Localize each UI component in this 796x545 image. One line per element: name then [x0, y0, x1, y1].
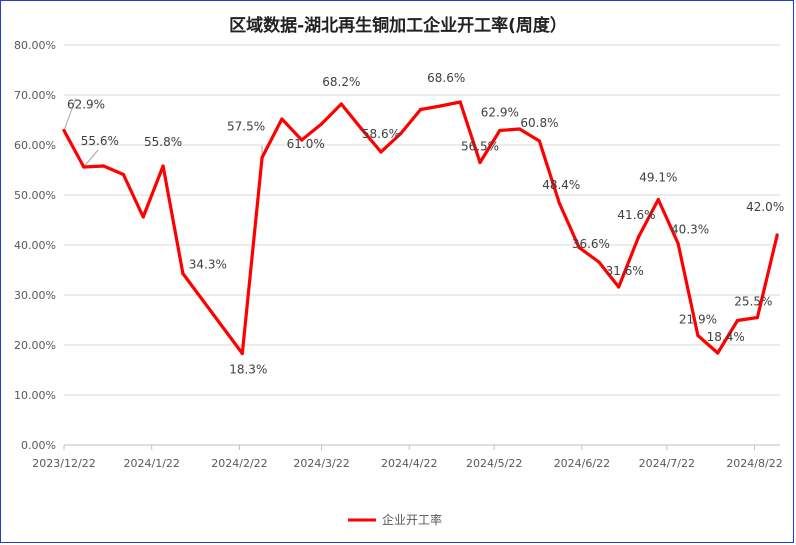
data-point: [280, 117, 284, 121]
y-tick-label: 0.00%: [21, 439, 56, 452]
data-label: 60.8%: [520, 116, 558, 130]
data-point: [300, 138, 304, 142]
y-tick-label: 50.00%: [14, 189, 56, 202]
data-point: [458, 100, 462, 104]
data-label: 36.6%: [572, 237, 610, 251]
data-label: 68.6%: [427, 71, 465, 85]
data-point: [557, 201, 561, 205]
data-label: 62.9%: [481, 106, 519, 120]
y-tick-label: 30.00%: [14, 289, 56, 302]
series-lines: [62, 100, 779, 356]
y-tick-label: 40.00%: [14, 239, 56, 252]
data-label: 18.4%: [707, 330, 745, 344]
data-label: 25.5%: [734, 295, 772, 309]
data-point: [518, 127, 522, 131]
data-label: 31.6%: [606, 264, 644, 278]
data-point: [418, 107, 423, 112]
data-point: [62, 128, 66, 133]
data-label: 57.5%: [227, 120, 265, 134]
data-labels: 62.9% 55.6% 55.8% 34.3% 18.3% 57.5% 61.0% 68.2%…: [67, 71, 784, 377]
data-label: 34.3%: [189, 258, 227, 272]
data-point: [438, 104, 442, 108]
label-leader-line: [63, 97, 77, 131]
data-point: [399, 131, 403, 136]
grid: [64, 44, 780, 396]
data-point: [359, 126, 363, 131]
data-point: [240, 351, 244, 356]
data-point: [102, 164, 106, 168]
data-label: 55.6%: [81, 134, 119, 148]
data-label: 62.9%: [67, 98, 105, 112]
data-point: [755, 315, 759, 320]
x-tick-label: 2024/4/22: [381, 457, 437, 470]
data-point: [537, 139, 542, 143]
data-label: 48.4%: [542, 178, 580, 192]
legend: 企业开工率: [348, 512, 442, 527]
data-label: 56.5%: [461, 140, 499, 154]
x-axis-ticks: 2023/12/22 2024/1/22 2024/2/22 2024/3/22 202…: [32, 445, 783, 470]
data-point: [339, 102, 343, 106]
data-point: [478, 160, 482, 165]
data-point: [319, 122, 324, 126]
data-label: 41.6%: [617, 208, 655, 222]
data-point: [121, 172, 126, 177]
data-label: 55.8%: [144, 135, 182, 149]
data-label: 18.3%: [229, 363, 267, 377]
data-point: [577, 245, 581, 250]
x-tick-label: 2024/3/22: [293, 457, 349, 470]
data-point: [181, 271, 185, 276]
data-point: [775, 233, 779, 237]
x-tick-label: 2024/7/22: [639, 457, 695, 470]
y-tick-label: 60.00%: [14, 139, 56, 152]
x-tick-label: 2024/6/22: [554, 457, 610, 470]
x-tick-label: 2024/1/22: [124, 457, 180, 470]
data-point: [141, 215, 145, 219]
data-point: [161, 164, 165, 168]
data-label: 42.0%: [746, 200, 784, 214]
x-tick-label: 2023/12/22: [32, 457, 95, 470]
y-tick-label: 80.00%: [14, 39, 56, 52]
data-label: 40.3%: [671, 223, 709, 237]
data-point: [676, 241, 680, 246]
data-point: [735, 318, 740, 323]
data-point: [656, 197, 660, 202]
data-point: [379, 150, 383, 154]
x-tick-label: 2024/8/22: [726, 457, 782, 470]
data-point: [498, 128, 502, 133]
y-tick-label: 70.00%: [14, 89, 56, 102]
legend-label: 企业开工率: [382, 512, 442, 527]
data-point: [617, 285, 621, 289]
chart-title: 区域数据-湖北再生铜加工企业开工率(周度）: [229, 15, 567, 36]
x-tick-label: 2024/2/22: [211, 457, 267, 470]
x-tick-label: 2024/5/22: [466, 457, 522, 470]
y-tick-label: 20.00%: [14, 339, 56, 352]
data-point: [260, 155, 264, 160]
data-point: [696, 333, 700, 338]
y-tick-label: 10.00%: [14, 389, 56, 402]
data-point: [82, 165, 86, 169]
data-label: 21.9%: [679, 313, 717, 327]
data-label: 58.6%: [362, 127, 400, 141]
data-point: [716, 351, 720, 355]
data-label: 49.1%: [639, 171, 677, 185]
data-point: [636, 235, 641, 239]
y-axis-ticks: 0.00% 10.00% 20.00% 30.00% 40.00% 50.00% 60.00…: [14, 39, 56, 452]
data-label: 68.2%: [322, 75, 360, 89]
data-label: 61.0%: [287, 137, 325, 151]
data-point: [597, 260, 601, 264]
label-leader-line: [83, 149, 99, 168]
